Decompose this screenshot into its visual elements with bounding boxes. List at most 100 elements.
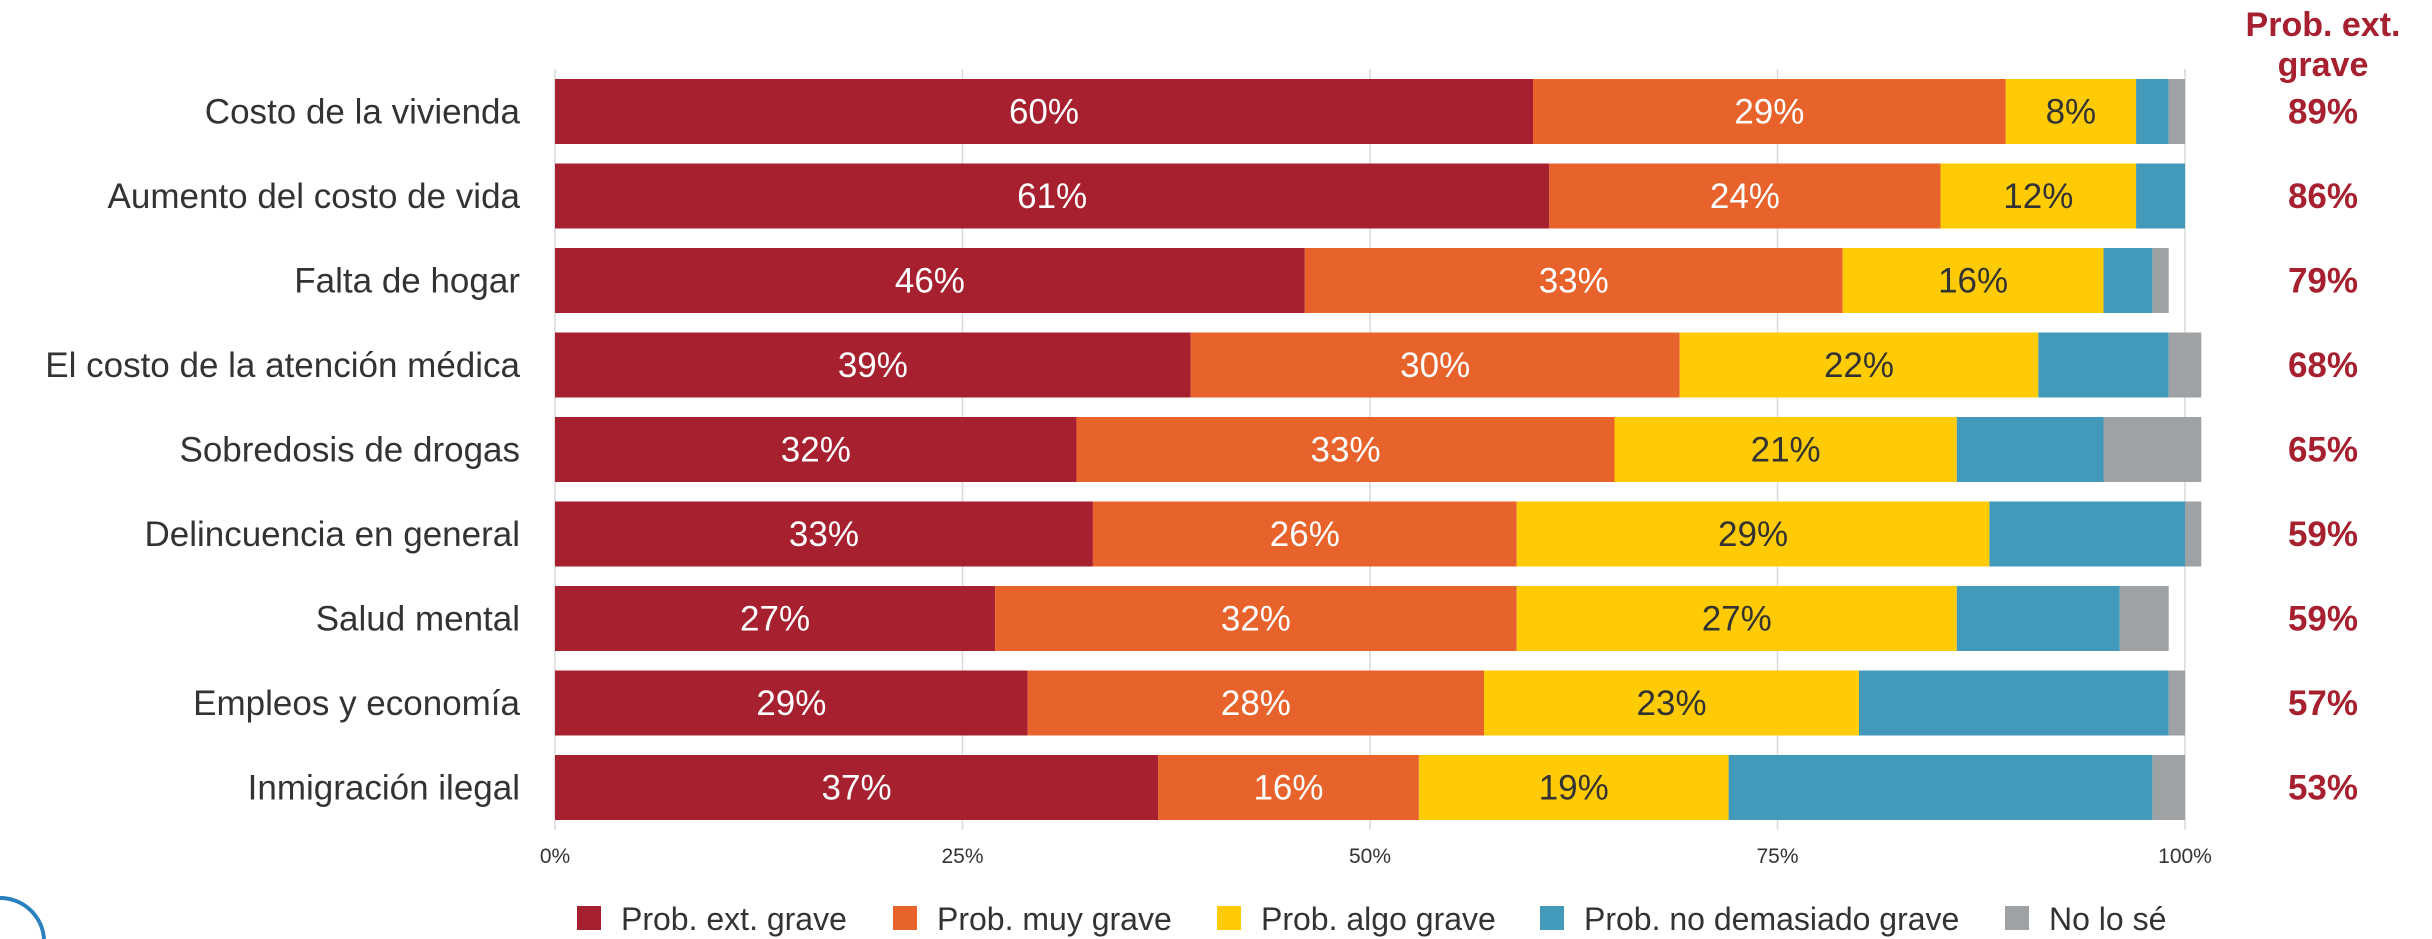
bar-segment (2152, 248, 2169, 313)
total-value: 57% (2288, 684, 2358, 723)
bar-segment (555, 417, 1077, 482)
data-label: 23% (1637, 684, 1707, 723)
bar-segment (555, 163, 1550, 229)
bar-segment (1614, 417, 1957, 482)
totals-header-line-2: grave (2278, 46, 2369, 84)
data-label: 19% (1539, 769, 1609, 808)
bar-segment (2038, 332, 2169, 398)
legend-item: Prob. muy grave (893, 901, 1172, 937)
bar-segment (1516, 586, 1957, 651)
data-label: 27% (740, 600, 810, 639)
bar-segment (555, 670, 1028, 736)
bar-segment (2152, 755, 2185, 820)
total-value: 53% (2288, 769, 2358, 808)
bar-segment (1956, 417, 2104, 482)
bar-segment (1190, 332, 1680, 398)
bar-segment (2103, 417, 2202, 482)
total-value: 79% (2288, 262, 2358, 301)
bar-segment (2005, 79, 2137, 144)
legend-swatch (2005, 906, 2029, 930)
total-value: 89% (2288, 93, 2358, 132)
data-label: 61% (1017, 177, 1087, 216)
category-label: Aumento del costo de vida (108, 177, 521, 216)
bar-segment (555, 248, 1305, 313)
bar-segment (555, 79, 1533, 144)
x-tick-label: 100% (2158, 845, 2212, 868)
legend-label: Prob. ext. grave (621, 901, 847, 937)
x-tick-label: 25% (941, 845, 983, 868)
bar-segment (1304, 248, 1843, 313)
data-label: 32% (1221, 600, 1291, 639)
category-labels: Costo de la vivienda Aumento del costo de… (45, 93, 520, 808)
data-label: 29% (756, 684, 826, 723)
category-label: Inmigración ilegal (248, 769, 520, 808)
legend-swatch (577, 906, 601, 930)
category-label: Sobredosis de drogas (180, 431, 521, 470)
totals-header-line-1: Prob. ext. (2246, 6, 2401, 44)
legend-item: Prob. ext. grave (577, 901, 847, 937)
legend: Prob. ext. grave Prob. muy grave Prob. alg… (577, 901, 2166, 937)
legend-item: Prob. algo grave (1217, 901, 1496, 937)
legend-label: Prob. muy grave (937, 901, 1172, 937)
category-label: Falta de hogar (294, 262, 520, 301)
logo (0, 895, 46, 939)
bar-segment (2119, 586, 2169, 651)
bar-segment (2185, 501, 2202, 567)
logo-arc (0, 895, 46, 939)
total-value: 68% (2288, 346, 2358, 385)
data-label: 60% (1009, 93, 1079, 132)
legend-swatch (893, 906, 917, 930)
bar-segment (1516, 501, 1990, 567)
category-label: El costo de la atención médica (45, 346, 520, 385)
bar-segment (1728, 755, 2153, 820)
bar-segment (1484, 670, 1859, 736)
bar-segment (1418, 755, 1729, 820)
data-label: 21% (1751, 431, 1821, 470)
bar-segment (1989, 501, 2185, 567)
category-label: Delincuencia en general (144, 515, 520, 554)
total-value: 86% (2288, 177, 2358, 216)
category-label: Costo de la vivienda (205, 93, 521, 132)
bar-segment (555, 332, 1191, 398)
bar-segment (1940, 163, 2137, 229)
data-label: 8% (2046, 93, 2097, 132)
total-value: 65% (2288, 431, 2358, 470)
bar-segment (1859, 670, 2169, 736)
x-axis-tick-labels: 0% 25% 50% 75% 100% (540, 845, 2212, 868)
data-label: 32% (781, 431, 851, 470)
bar-segment (2136, 163, 2185, 229)
legend-label: No lo sé (2049, 901, 2166, 937)
bar-segment (995, 586, 1517, 651)
data-label: 33% (1539, 262, 1609, 301)
bar-segment (1956, 586, 2120, 651)
category-label: Salud mental (316, 600, 520, 639)
bar-segment (2168, 79, 2185, 144)
data-label: 39% (838, 346, 908, 385)
data-label: 30% (1400, 346, 1470, 385)
bar-segment (1679, 332, 2039, 398)
data-label: 16% (1253, 769, 1323, 808)
legend-swatch (1217, 906, 1241, 930)
bar-segment (2136, 79, 2169, 144)
bar-segment (1092, 501, 1517, 567)
data-label: 22% (1824, 346, 1894, 385)
bar-segment (1076, 417, 1615, 482)
bar-segment (555, 501, 1093, 567)
bar-segment (2168, 670, 2185, 736)
legend-swatch (1540, 906, 1564, 930)
bar-segment (1549, 163, 1941, 229)
total-value: 59% (2288, 600, 2358, 639)
legend-item: Prob. no demasiado grave (1540, 901, 1959, 937)
total-value: 59% (2288, 515, 2358, 554)
legend-label: Prob. no demasiado grave (1584, 901, 1959, 937)
data-label: 24% (1710, 177, 1780, 216)
totals-column: Prob. ext. grave 89% 86% 79% 68% 65% 59% 59% 57… (2246, 6, 2401, 808)
data-label: 46% (895, 262, 965, 301)
x-tick-label: 75% (1756, 845, 1798, 868)
bar-segment (1842, 248, 2104, 313)
data-label: 29% (1734, 93, 1804, 132)
bar-segment (1027, 670, 1485, 736)
bar-segment (555, 586, 996, 651)
data-label: 26% (1270, 515, 1340, 554)
